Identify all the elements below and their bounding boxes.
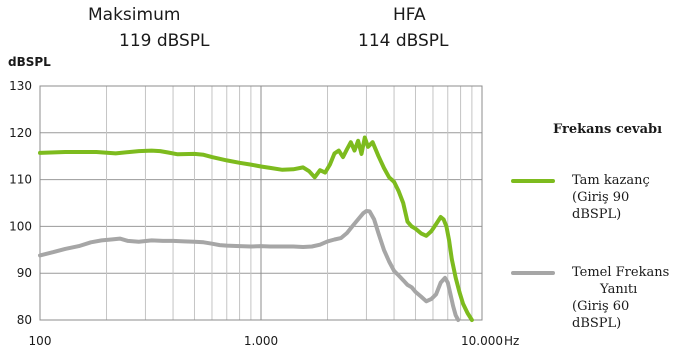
legend-title: Frekans cevabı — [553, 122, 663, 137]
y-tick-label: 90 — [17, 266, 32, 280]
y-tick-label: 110 — [9, 173, 32, 187]
x-tick-label: 1.000 — [244, 334, 278, 348]
legend-label: Yanıtı — [600, 282, 638, 297]
y-tick-label: 120 — [9, 126, 32, 140]
series-lines — [38, 135, 474, 322]
legend-label: (Giriş 90 dBSPL) — [572, 190, 630, 222]
legend-item-full-gain: Tam kazanç (Giriş 90 dBSPL) — [572, 172, 680, 223]
y-tick-label: 130 — [9, 79, 32, 93]
legend-label: Tam kazanç — [572, 173, 650, 188]
hfa-value: 114 dBSPL — [358, 31, 449, 51]
hfa-label: HFA — [393, 5, 426, 25]
series-line-full-gain — [38, 135, 474, 322]
legend-item-basic: Temel Frekans Yanıtı (Giriş 60 dBSPL) — [572, 264, 680, 332]
x-axis-unit: Hz — [504, 334, 519, 348]
x-tick-label: 100 — [29, 334, 52, 348]
maximum-value: 119 dBSPL — [119, 31, 210, 51]
y-tick-label: 100 — [9, 219, 32, 233]
plot-frame — [39, 85, 483, 321]
legend-swatch-full-gain — [511, 179, 555, 183]
y-tick-label: 80 — [17, 313, 32, 327]
series-line-basic-response — [38, 209, 461, 322]
grid — [40, 85, 482, 321]
x-tick-label: 10.000 — [461, 334, 503, 348]
y-axis-label: dBSPL — [8, 55, 51, 69]
y-axis: 80 90 100 110 120 130 — [9, 79, 32, 327]
maximum-label: Maksimum — [88, 5, 181, 25]
legend-label: Temel Frekans — [572, 265, 670, 280]
legend-label: (Giriş 60 dBSPL) — [572, 299, 630, 331]
x-axis: 100 1.000 10.000 Hz — [29, 334, 520, 348]
legend-swatch-basic — [511, 271, 555, 275]
